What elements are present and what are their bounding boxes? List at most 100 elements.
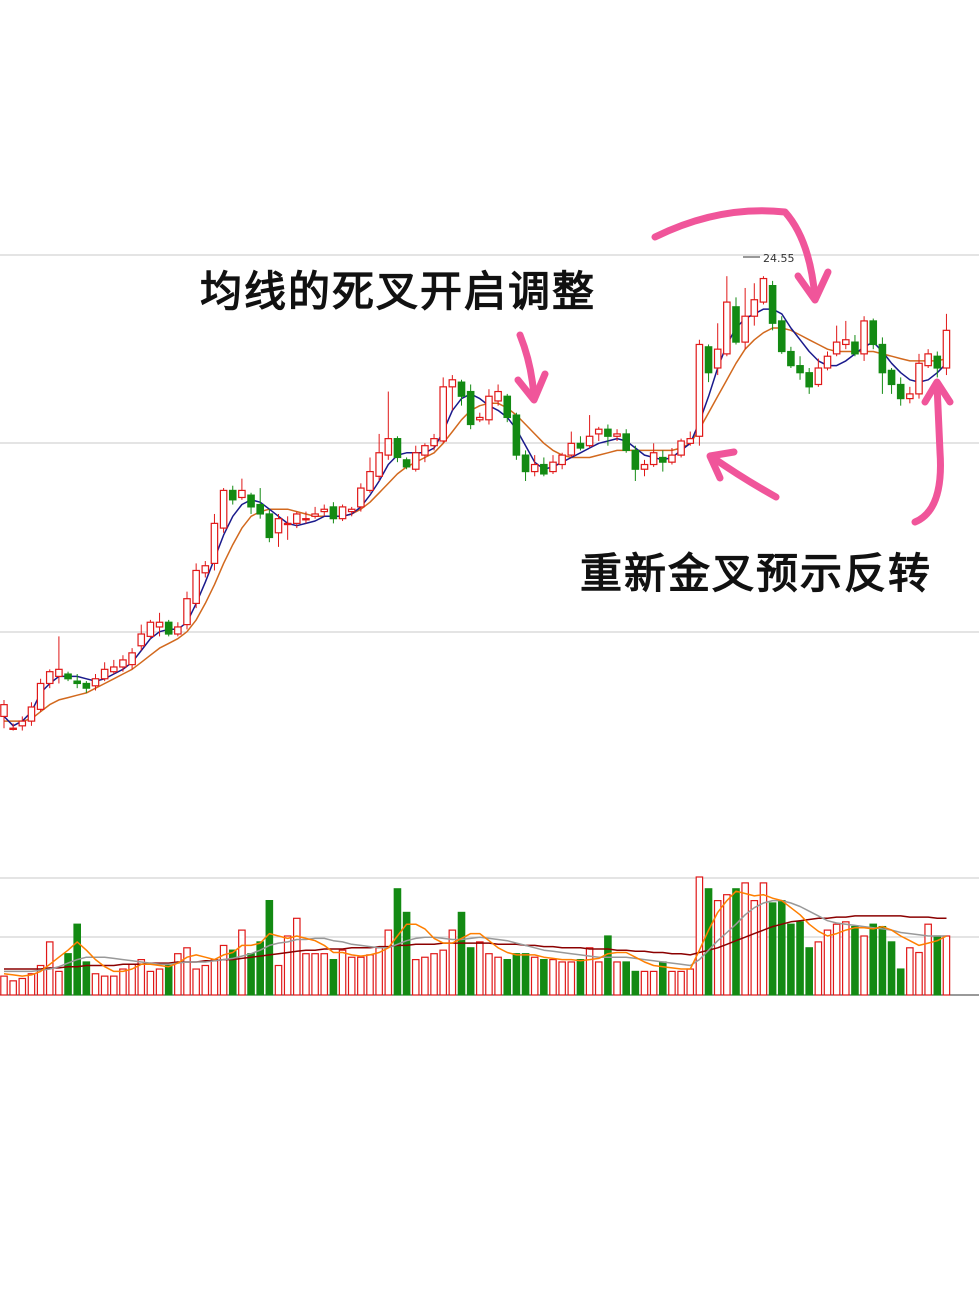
candle <box>137 624 146 651</box>
candle <box>192 563 200 609</box>
volume-bar <box>302 953 310 996</box>
volume-bar <box>466 947 475 996</box>
candle <box>640 459 649 477</box>
volume-bar <box>55 970 63 996</box>
candle-body <box>73 680 82 685</box>
candle <box>338 504 347 522</box>
candle-body <box>613 433 621 437</box>
candle <box>293 511 301 529</box>
volume-bar <box>439 949 448 996</box>
volume-bar <box>622 961 631 996</box>
volume-bar <box>823 929 832 996</box>
candle-body <box>228 489 237 501</box>
candle <box>347 506 356 517</box>
arrow-dead-cross-head <box>514 370 549 404</box>
candle <box>45 669 54 689</box>
candle <box>759 276 768 305</box>
volume-bar <box>476 941 484 996</box>
candle <box>814 358 823 387</box>
volume-bar <box>924 923 932 996</box>
candle-body <box>741 315 749 343</box>
volume-bar <box>247 953 255 996</box>
candle-body <box>338 506 347 520</box>
volume-bar <box>494 956 502 996</box>
candle <box>942 313 951 376</box>
candle <box>686 431 695 446</box>
candle-body <box>128 652 136 666</box>
arrow-reversal-head <box>921 378 954 406</box>
candle-body <box>576 442 585 449</box>
candle <box>119 655 127 672</box>
candle <box>27 702 36 726</box>
peak-price-label: 24.55 <box>763 252 795 265</box>
candle-body <box>155 621 164 628</box>
candle <box>549 455 557 474</box>
candle <box>576 436 585 451</box>
arrow-reversal <box>911 381 944 526</box>
candle-body <box>421 445 429 456</box>
volume-bar <box>896 968 905 996</box>
volume-ma-long <box>4 915 947 970</box>
candle <box>906 386 914 404</box>
candle <box>658 450 667 472</box>
candle <box>668 448 676 465</box>
candle-body <box>219 489 228 529</box>
candle <box>494 384 502 406</box>
candle <box>210 513 219 571</box>
candle <box>329 502 338 524</box>
candle-body <box>210 522 219 564</box>
candle-body <box>604 428 612 437</box>
volume-bar <box>219 944 228 996</box>
volume-bar <box>805 947 814 996</box>
volume-bar <box>18 977 27 996</box>
candle-body <box>723 301 731 355</box>
candle <box>219 488 228 533</box>
candle <box>183 591 191 630</box>
candle <box>128 648 136 670</box>
volume-bar <box>238 929 246 996</box>
volume-bar <box>384 929 393 996</box>
volume-bar <box>457 911 466 996</box>
candle-body <box>9 727 17 730</box>
candle-body <box>896 383 905 400</box>
candle <box>283 516 292 540</box>
candle <box>677 438 685 458</box>
volume-bar <box>27 973 36 996</box>
candle-body <box>311 513 319 517</box>
candle-body <box>402 459 411 468</box>
volume-bar <box>704 888 713 996</box>
candle-body <box>640 463 649 470</box>
candle <box>832 325 841 357</box>
candle-body <box>82 682 91 689</box>
candle-body <box>27 706 36 722</box>
volume-bar <box>210 958 219 996</box>
candle <box>265 509 274 543</box>
volume-bar <box>594 961 603 996</box>
volume-bar <box>9 980 17 996</box>
candle-body <box>320 508 329 513</box>
candle-body <box>247 494 255 508</box>
candle <box>695 339 704 446</box>
candle <box>622 429 631 453</box>
candle <box>91 674 100 691</box>
candle-body <box>530 463 539 473</box>
candle-body <box>366 470 374 492</box>
candle-body <box>677 440 685 456</box>
candle-body <box>457 381 466 397</box>
candle-body <box>805 372 814 388</box>
candle <box>503 393 512 423</box>
candle-body <box>549 461 557 473</box>
candle-body <box>860 320 868 355</box>
candle <box>100 662 109 682</box>
candle-body <box>91 678 100 687</box>
volume-bar <box>814 941 823 996</box>
arrow-golden-cross <box>708 453 780 501</box>
volume-bar <box>777 899 786 996</box>
candle-body <box>869 320 878 346</box>
candle-body <box>329 506 338 520</box>
dead-cross-annotation: 均线的死叉开启调整 <box>200 267 597 316</box>
candle <box>256 488 265 519</box>
candle <box>823 351 832 371</box>
volume-bar <box>796 921 804 996</box>
candle <box>530 455 539 477</box>
